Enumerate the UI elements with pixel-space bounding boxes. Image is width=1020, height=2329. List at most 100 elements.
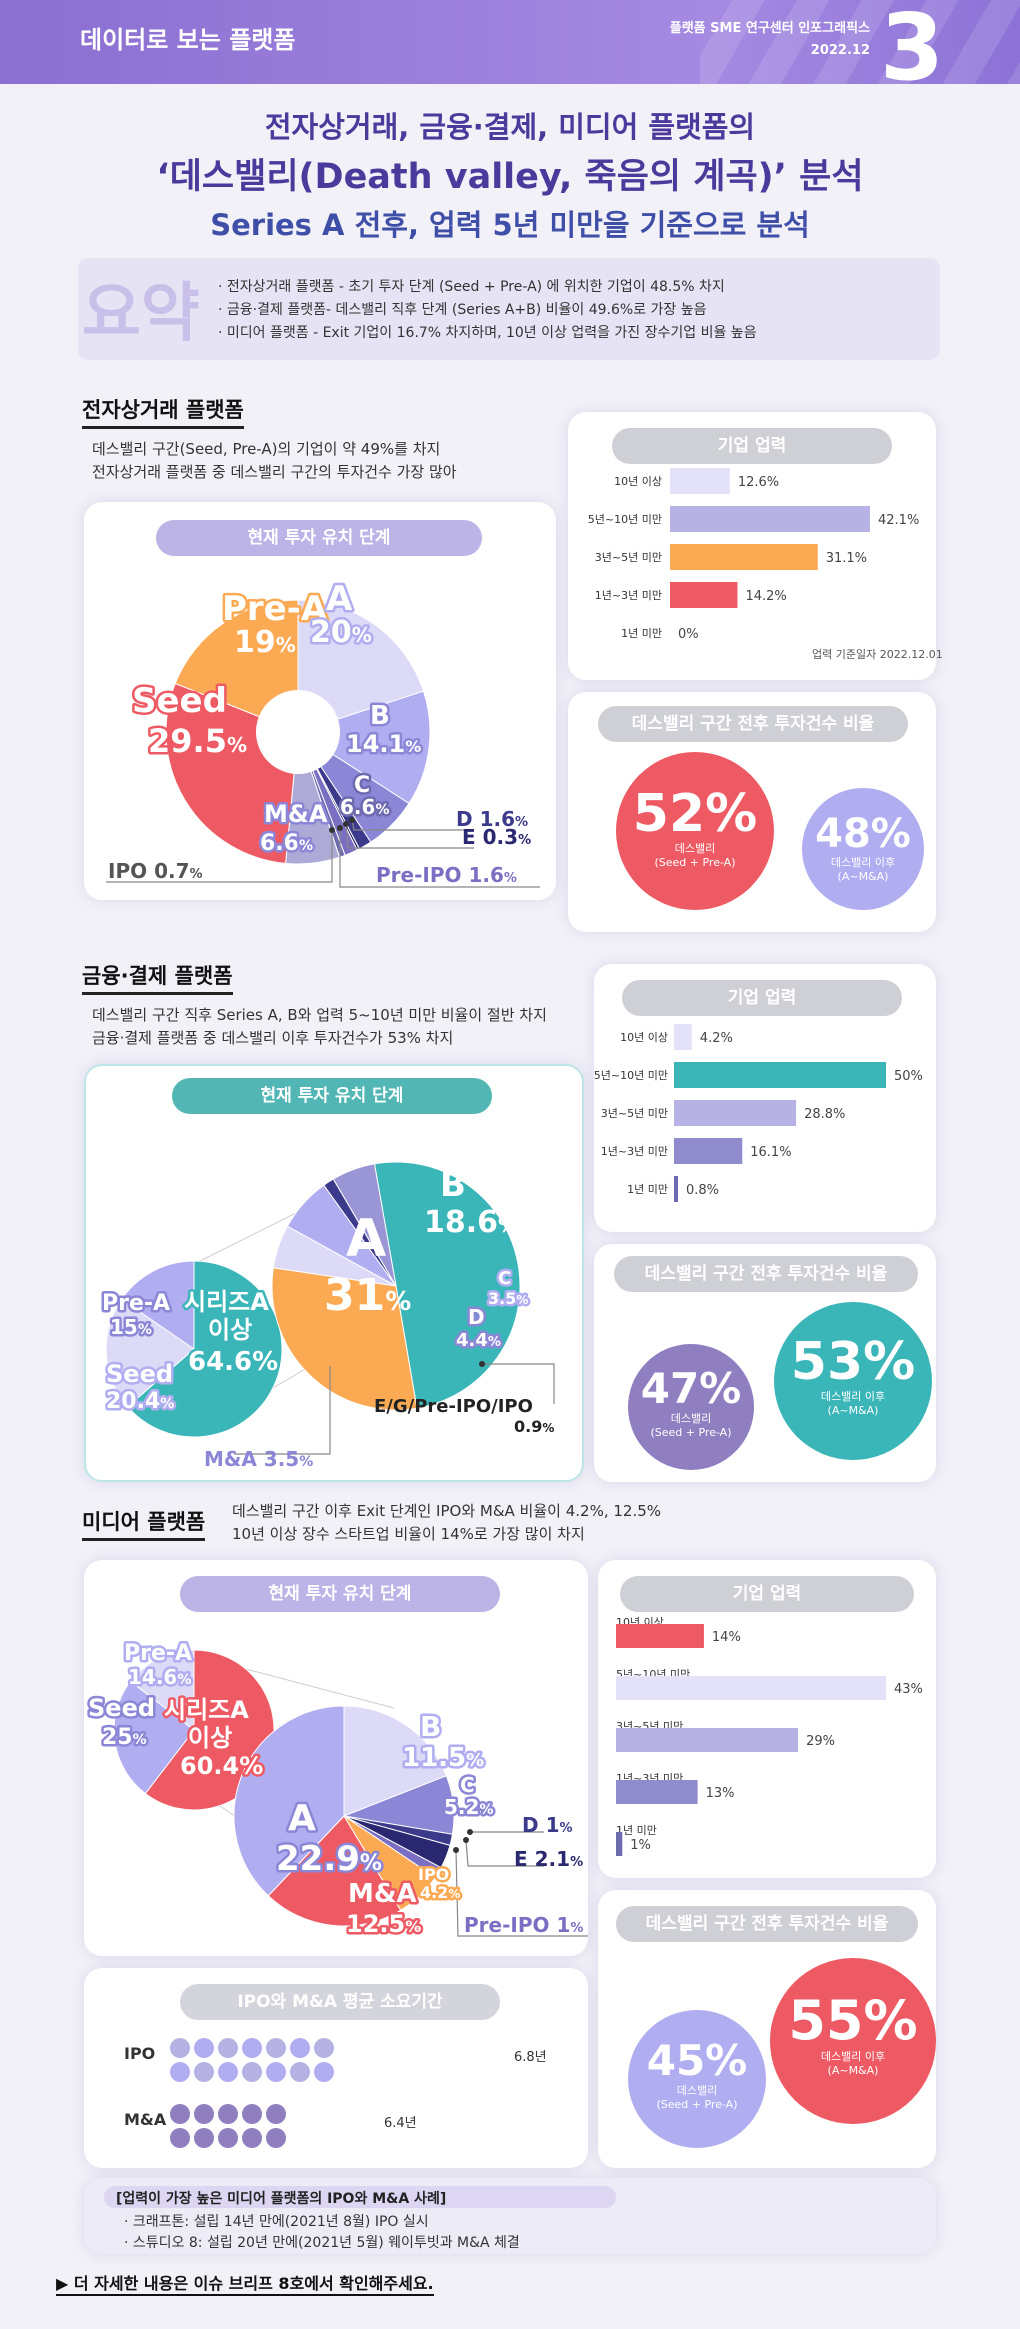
value-seed-num: 20.4: [106, 1389, 160, 1414]
media-case-item: · 스튜디오 8: 설립 20년 만에(2021년 5월) 웨이투빗과 M&A …: [124, 2235, 520, 2251]
group-value: 64.6%: [188, 1347, 278, 1377]
duration-dot: [242, 2104, 262, 2124]
duration-dot: [170, 2128, 190, 2148]
bar-value-label: 0.8%: [686, 1183, 719, 1198]
leader-e: [345, 823, 474, 849]
label-ipo: IPO 0.7%: [108, 859, 203, 883]
value-pre-a-num: 19: [234, 625, 276, 660]
label-ipo-num: 0.7: [154, 859, 189, 883]
label-b: B: [370, 701, 390, 731]
ratio-value: 53%: [790, 1332, 916, 1392]
label-c: C: [498, 1268, 511, 1289]
duration-dot: [290, 2038, 310, 2058]
ratio-label: 데스밸리 이후: [820, 1390, 886, 1403]
value-egipo-num: 0.9: [514, 1417, 542, 1436]
bar-value-label: 1%: [630, 1838, 651, 1853]
bar: [616, 1832, 623, 1856]
ratio-value: 55%: [788, 1989, 918, 2052]
leader-dot: [467, 1829, 473, 1835]
issue-number: 3: [880, 0, 945, 101]
finance-desc-line: 금융·결제 플랫폼 중 데스밸리 이후 투자건수가 53% 차지: [92, 1029, 454, 1047]
media-pie-chart: A 22.9% B 11.5% C 5.2% M&A 12.5% IPO 4.2…: [86, 1639, 588, 1941]
footer-link[interactable]: ▶ 더 자세한 내용은 이슈 브리프 8호에서 확인해주세요.: [56, 2270, 434, 2296]
label-d-name: D: [456, 807, 473, 831]
summary-box: [78, 258, 940, 360]
header-stripes: [700, 0, 1020, 84]
value-ma-num: 6.6: [260, 831, 299, 856]
label-d-num: 1: [546, 1813, 560, 1837]
label-ipo-name: IPO: [108, 859, 147, 883]
pie-slice-m-a: [267, 1815, 402, 1927]
ratio-label: 데스밸리: [674, 842, 716, 855]
bar-category-label: 5년~10년 미만: [594, 1069, 668, 1082]
finance-ratio-before: 47% 데스밸리 (Seed + Pre-A): [628, 1344, 754, 1470]
value-c-num: 6.6: [340, 795, 375, 819]
label-e: E 0.3%: [462, 825, 531, 849]
duration-dot: [170, 2038, 190, 2058]
label-d: D: [468, 1305, 485, 1329]
label-ma: M&A: [348, 1879, 417, 1909]
value-b-num: 14.1: [346, 730, 405, 758]
media-age-title: 기업 업력: [620, 1576, 914, 1612]
media-desc-line: 데스밸리 구간 이후 Exit 단계인 IPO와 M&A 비율이 4.2%, 1…: [232, 1502, 662, 1520]
bar-value-label: 12.6%: [738, 475, 779, 490]
label-ma-num: 3.5: [264, 1447, 299, 1471]
ecommerce-ratio-before: 52% 데스밸리 (Seed + Pre-A): [616, 752, 774, 910]
label-preipo-num: 1: [556, 1913, 570, 1937]
connector-line: [193, 1203, 315, 1265]
finance-ratio-after: 53% 데스밸리 이후 (A~M&A): [774, 1302, 932, 1460]
value-d-num: 4.4: [456, 1330, 488, 1351]
age-date-note: 업력 기준일자 2022.12.01: [812, 648, 943, 661]
ratio-sub: (Seed + Pre-A): [656, 2098, 738, 2111]
label-preipo: Pre-IPO 1.6%: [376, 863, 517, 887]
duration-dot: [194, 2128, 214, 2148]
value-pre-a-num: 14.6: [128, 1665, 177, 1689]
leader-egipo: [482, 1363, 555, 1404]
ratio-value: 45%: [646, 2036, 748, 2085]
pie-slice-seed: [105, 1298, 195, 1408]
leader-ma: [234, 1366, 331, 1455]
label-e-name: E: [514, 1847, 528, 1871]
bar-value-label: 0%: [678, 627, 699, 642]
label-preipo-name: Pre-IPO: [376, 863, 462, 887]
leader-dot: [349, 817, 355, 823]
label-c: C: [354, 773, 370, 798]
media-case-item: · 크래프톤: 설립 14년 만에(2021년 8월) IPO 실시: [124, 2214, 429, 2230]
ecommerce-pie-chart: Pre-A 19% Seed 29.5% A 20% B 14.1% C 6.6…: [106, 577, 540, 888]
pie-slice-series-a-group: [126, 1260, 283, 1438]
label-a: A: [326, 579, 353, 619]
bar-value-label: 13%: [706, 1786, 735, 1801]
bar-category-label: 3년~5년 미만: [595, 551, 662, 564]
ecommerce-section-title: 전자상거래 플랫폼: [82, 394, 244, 429]
duration-dot: [218, 2062, 238, 2082]
bar-category-label: 1년 미만: [616, 1824, 657, 1837]
bar: [670, 582, 738, 608]
pie-slice-a: [373, 1161, 521, 1409]
label-a: A: [288, 1798, 316, 1839]
title-line-3: Series A 전후, 업력 5년 미만을 기준으로 분석: [210, 208, 810, 242]
exit-row-label-ma: M&A: [124, 2110, 167, 2129]
value-b: 11.5%: [402, 1743, 484, 1773]
value-c: 5.2%: [444, 1795, 493, 1819]
bar-category-label: 10년 이상: [614, 475, 662, 488]
summary-item: · 전자상거래 플랫폼 - 초기 투자 단계 (Seed + Pre-A) 에 …: [218, 279, 725, 295]
ratio-sub: (A~M&A): [827, 1404, 879, 1417]
duration-dot: [266, 2128, 286, 2148]
bar-category-label: 1년~3년 미만: [601, 1145, 668, 1158]
leader-dot: [343, 821, 349, 827]
label-ma: M&A: [264, 800, 328, 828]
bar-value-label: 16.1%: [750, 1145, 791, 1160]
leader-preipo: [339, 828, 540, 888]
pie-slice-b: [343, 1705, 448, 1817]
bar-category-label: 5년~10년 미만: [588, 513, 662, 526]
leader-dot: [337, 825, 343, 831]
header-org: 플랫폼 SME 연구센터 인포그래픽스 2022.12: [670, 18, 870, 62]
pie-slice-pre-a: [120, 1260, 195, 1350]
label-preipo-name: Pre-IPO: [464, 1913, 550, 1937]
value-seed: 29.5%: [148, 722, 247, 760]
value-a: 22.9%: [276, 1839, 382, 1879]
bar: [670, 468, 730, 494]
pie-slice-a: [233, 1705, 345, 1897]
title-line-2: ‘데스밸리(Death valley, 죽음의 계곡)’ 분석: [156, 157, 864, 197]
